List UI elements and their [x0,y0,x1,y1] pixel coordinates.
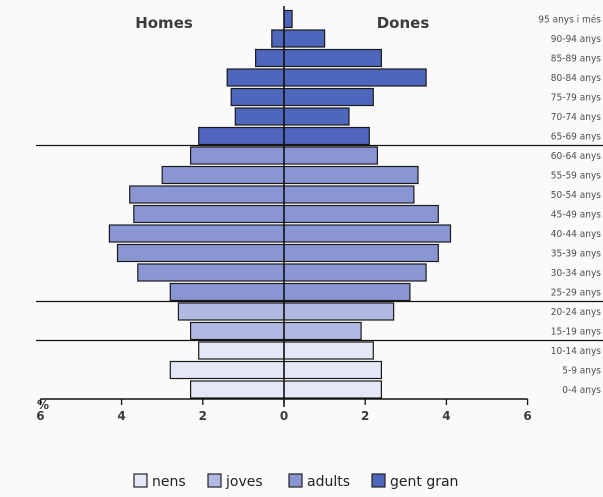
bar-dones-15 [283,87,374,107]
bar-dones-17 [283,48,383,68]
bar-homes-15 [230,87,285,107]
age-label: 65-69 anys [551,131,602,142]
x-tick-label: 6 [36,409,44,423]
bar-homes-14 [234,107,285,126]
age-label: 55-59 anys [551,170,602,181]
bar-homes-3 [190,321,285,341]
bar-dones-16 [283,68,427,87]
bar-dones-4 [283,302,395,321]
bar-dones-5 [283,282,411,302]
age-label: 90-94 anys [551,34,602,45]
legend: nens joves adults gent gran [133,473,458,490]
x-tick-label: 4 [442,409,450,423]
age-label: 45-49 anys [551,209,602,220]
age-label: 5-9 anys [562,365,601,376]
bar-dones-18 [283,29,326,48]
bar-dones-11 [283,165,419,185]
bar-dones-19 [283,9,293,29]
bar-dones-10 [283,185,415,204]
bar-homes-10 [129,185,285,204]
age-label: 85-89 anys [551,53,602,64]
legend-label: adults [307,474,350,490]
age-label: 25-29 anys [551,287,602,298]
bar-homes-18 [271,29,285,48]
age-label: 60-64 anys [551,151,602,162]
bar-homes-12 [190,146,285,165]
bar-homes-1 [169,360,285,380]
bar-homes-11 [161,165,285,185]
age-label: 70-74 anys [551,112,602,123]
bar-dones-7 [283,243,439,263]
x-tick-label: 2 [361,409,369,423]
age-label: 20-24 anys [551,307,602,318]
age-label: 40-44 anys [551,229,602,240]
legend-label: nens [152,474,186,490]
x-tick-label: 4 [117,409,125,423]
header-homes: Homes [135,14,193,32]
bar-dones-12 [283,146,379,165]
bar-homes-8 [108,224,285,243]
bar-dones-8 [283,224,452,243]
bar-homes-16 [226,68,285,87]
legend-label: joves [225,474,263,490]
age-label: 0-4 anys [562,385,601,396]
bar-homes-2 [198,341,285,360]
bar-homes-0 [190,380,285,399]
age-label: 50-54 anys [551,190,602,201]
bar-dones-1 [283,360,383,380]
bar-homes-17 [255,48,285,68]
bar-dones-3 [283,321,362,341]
age-label: 75-79 anys [551,92,602,103]
bar-homes-9 [133,204,285,224]
bar-dones-0 [283,380,383,399]
bar-dones-13 [283,126,370,146]
group-separators [36,6,603,407]
legend-swatch-gent-gran [371,473,386,488]
bar-homes-4 [177,302,285,321]
age-label: 95 anys i més [538,13,601,25]
bar-dones-14 [283,107,350,126]
legend-label: gent gran [390,474,458,490]
age-labels: 0-4 anys 5-9 anys 10-14 anys 15-19 anys 20-2… [538,13,602,396]
bar-homes-7 [116,243,285,263]
x-tick-label: 6 [523,409,531,423]
bar-homes-5 [169,282,285,302]
legend-swatch-joves [207,473,222,488]
x-tick-label: 0 [280,409,288,423]
legend-swatch-nens [133,473,148,488]
bars-layer [108,9,452,399]
age-label: 15-19 anys [551,326,602,337]
x-axis: 6 4 2 0 2 4 6 [36,398,532,423]
age-label: 80-84 anys [551,73,602,84]
age-label: 30-34 anys [551,268,602,279]
bar-homes-13 [198,126,285,146]
age-label: 35-39 anys [551,248,602,259]
bar-dones-2 [283,341,374,360]
bar-dones-9 [283,204,439,224]
bar-homes-6 [137,263,285,282]
bar-dones-6 [283,263,427,282]
age-label: 10-14 anys [551,346,602,357]
header-dones: Dones [377,14,430,32]
legend-swatch-adults [288,473,303,488]
x-tick-label: 2 [199,409,207,423]
